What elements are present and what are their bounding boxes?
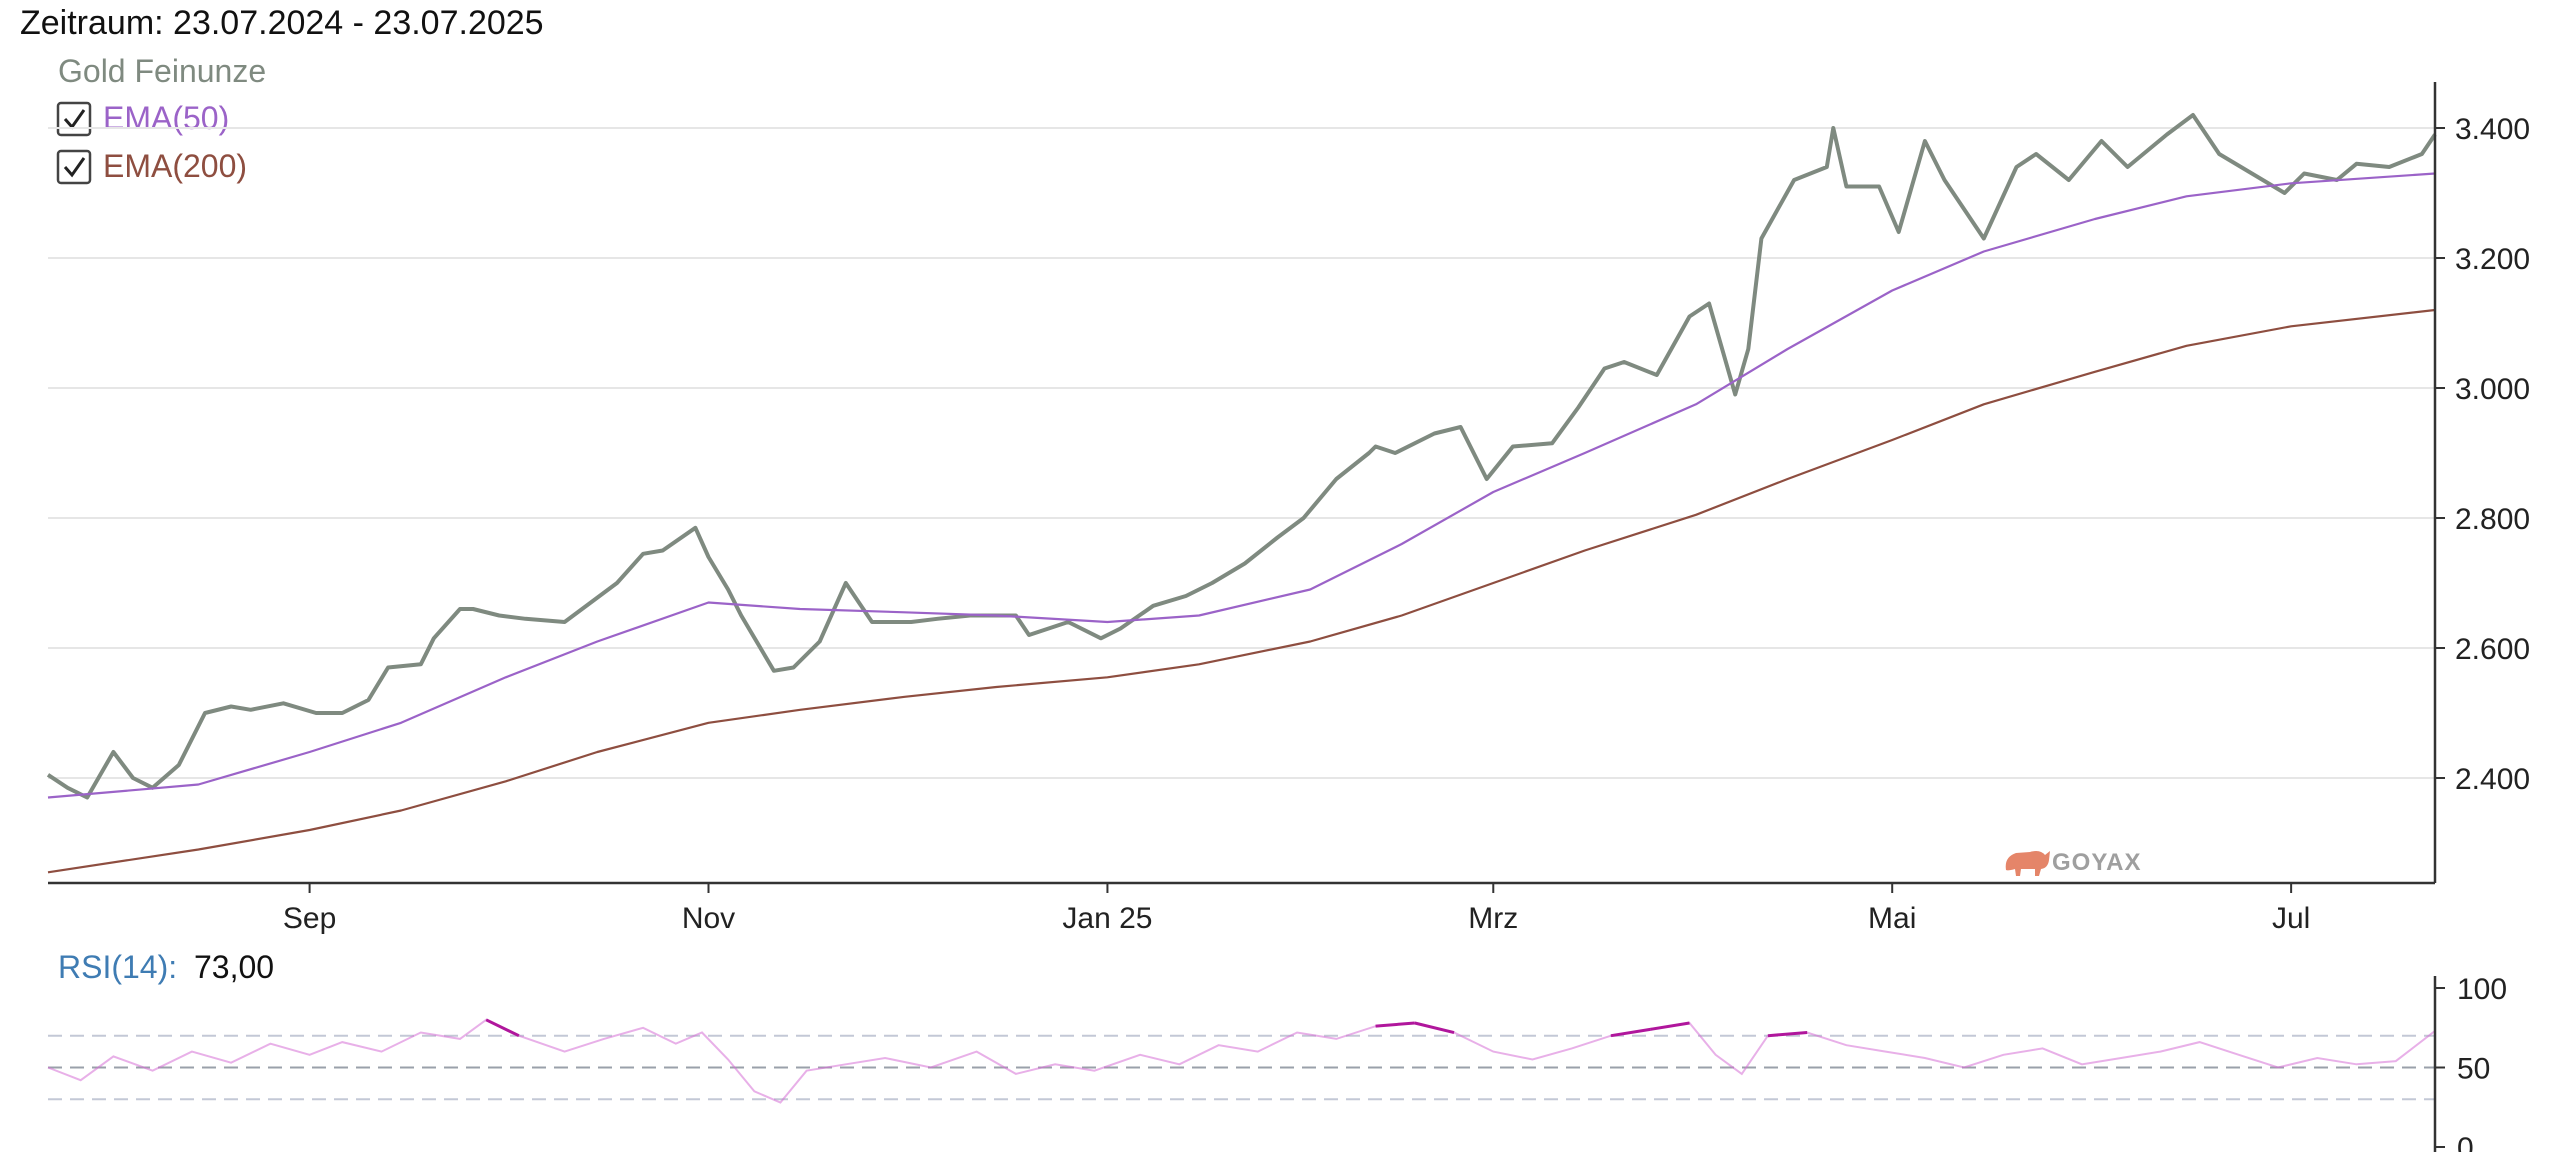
gold-price-line bbox=[46, 113, 2437, 800]
x-tick-label: Sep bbox=[283, 902, 336, 935]
ema50-checkbox[interactable] bbox=[56, 101, 92, 137]
rsi-value: 73,00 bbox=[194, 949, 274, 985]
legend-ema200[interactable]: EMA(200) bbox=[56, 148, 247, 185]
rsi-series bbox=[47, 1018, 2436, 1104]
goyax-logo: GOYAX bbox=[2005, 849, 2141, 876]
rsi-y-tick-label: 0 bbox=[2457, 1132, 2474, 1152]
legend-ema50[interactable]: EMA(50) bbox=[56, 100, 229, 137]
main-gridlines bbox=[48, 127, 2435, 779]
rsi-y-tick-label: 50 bbox=[2457, 1053, 2490, 1086]
x-tick-label: Jul bbox=[2272, 902, 2310, 935]
rsi-extreme-segment bbox=[485, 1018, 520, 1038]
main-y-ticks: 2.400 2.600 2.800 3.000 3.200 3.400 bbox=[2435, 113, 2530, 796]
legend-gold-label: Gold Feinunze bbox=[58, 53, 266, 89]
rsi-extreme-segment bbox=[1375, 1021, 1415, 1028]
ema200-line bbox=[47, 308, 2436, 874]
y-tick-label: 3.000 bbox=[2455, 373, 2530, 406]
y-tick-label: 3.400 bbox=[2455, 113, 2530, 146]
main-series bbox=[46, 113, 2437, 874]
x-tick-label: Mai bbox=[1868, 902, 1916, 935]
main-x-ticks: Sep Nov Jan 25 Mrz Mai Jul bbox=[283, 883, 2310, 935]
rsi-extreme-segment bbox=[1610, 1027, 1651, 1038]
rsi-line bbox=[47, 1018, 2436, 1104]
ema50-line bbox=[47, 172, 2436, 799]
y-tick-label: 2.600 bbox=[2455, 633, 2530, 666]
x-tick-label: Jan 25 bbox=[1062, 902, 1152, 935]
x-tick-label: Nov bbox=[682, 902, 735, 935]
period-label: Zeitraum: 23.07.2024 - 23.07.2025 bbox=[20, 4, 544, 42]
ema200-checkbox[interactable] bbox=[56, 149, 92, 185]
y-tick-label: 3.200 bbox=[2455, 243, 2530, 276]
bull-icon bbox=[2005, 851, 2050, 876]
rsi-reference-lines bbox=[48, 1034, 2435, 1101]
y-tick-label: 2.400 bbox=[2455, 763, 2530, 796]
rsi-extreme-segment bbox=[1414, 1021, 1455, 1034]
rsi-y-ticks: 0 50 100 bbox=[2435, 973, 2507, 1152]
y-tick-label: 2.800 bbox=[2455, 503, 2530, 536]
legend-ema200-label: EMA(200) bbox=[103, 148, 247, 184]
rsi-y-tick-label: 100 bbox=[2457, 973, 2507, 1006]
x-tick-label: Mrz bbox=[1468, 902, 1518, 935]
legend-ema50-label: EMA(50) bbox=[103, 100, 229, 136]
check-icon bbox=[63, 157, 86, 178]
rsi-extreme-segment bbox=[1649, 1021, 1690, 1031]
rsi-label: RSI(14): bbox=[58, 949, 177, 985]
brand-name: GOYAX bbox=[2052, 849, 2141, 876]
rsi-extreme-segment bbox=[1767, 1031, 1808, 1038]
